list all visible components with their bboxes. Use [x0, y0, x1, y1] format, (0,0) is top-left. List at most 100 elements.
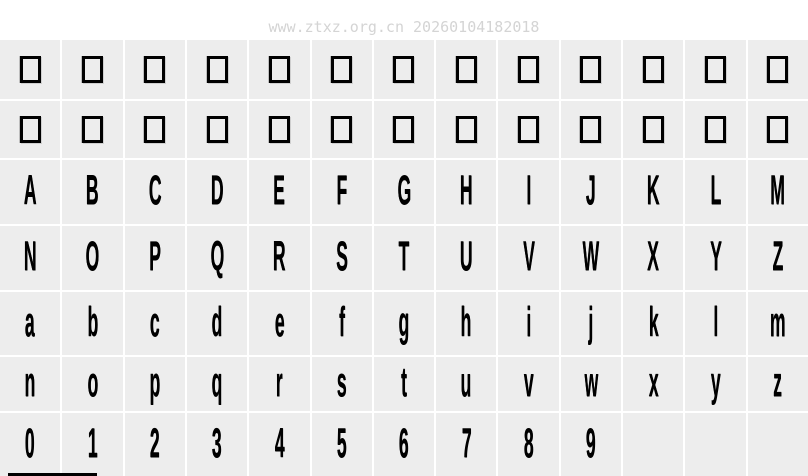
glyph-cell — [685, 101, 746, 158]
glyph-cell: t — [373, 357, 435, 411]
glyph-cell — [373, 40, 435, 99]
glyph-cell: 7 — [436, 413, 497, 476]
notdef-box-glyph — [206, 116, 228, 143]
glyph-cell: X — [623, 226, 684, 290]
glyph-cell: 3 — [186, 413, 248, 476]
glyph-cell: C — [124, 160, 185, 224]
glyph-cell: K — [623, 160, 684, 224]
glyph-char: I — [526, 166, 532, 213]
glyph-cell — [747, 413, 808, 476]
glyph-char: x — [648, 358, 659, 405]
glyph-cell: I — [498, 160, 559, 224]
glyph-cell: 8 — [498, 413, 559, 476]
glyph-char: F — [336, 166, 348, 213]
glyph-char: f — [338, 297, 345, 345]
glyph-char: 4 — [274, 418, 285, 466]
glyph-char: 6 — [399, 418, 409, 466]
glyph-cell — [124, 101, 185, 158]
glyph-cell: x — [623, 357, 684, 411]
glyph-char: S — [335, 232, 348, 279]
glyph-row — [0, 101, 808, 158]
glyph-char: 8 — [523, 418, 534, 466]
glyph-cell — [498, 40, 559, 99]
glyph-cell: m — [747, 292, 808, 355]
glyph-char: U — [459, 232, 473, 279]
glyph-char: D — [210, 166, 224, 213]
glyph-cell: z — [747, 357, 808, 411]
glyph-cell: S — [311, 226, 372, 290]
glyph-char: 3 — [212, 418, 222, 466]
glyph-char: c — [149, 297, 160, 345]
notdef-box-glyph — [144, 56, 166, 83]
notdef-box-glyph — [767, 56, 789, 83]
glyph-cell: k — [623, 292, 684, 355]
notdef-box-glyph — [393, 116, 415, 143]
notdef-box-glyph — [19, 56, 41, 83]
glyph-char: Q — [210, 232, 224, 279]
glyph-char: T — [398, 232, 410, 279]
glyph-row: a b c d e f g h i j k l m — [0, 292, 808, 355]
glyph-char: H — [459, 166, 473, 213]
glyph-char: 5 — [336, 418, 347, 466]
glyph-char: V — [522, 232, 535, 279]
glyph-cell: d — [186, 292, 248, 355]
glyph-cell — [62, 40, 123, 99]
glyph-char: G — [397, 166, 411, 213]
glyph-cell: h — [436, 292, 497, 355]
glyph-char: O — [85, 232, 100, 279]
glyph-cell: R — [249, 226, 310, 290]
glyph-row: 0 1 2 3 4 5 6 7 8 9 — [0, 413, 808, 476]
glyph-cell: 5 — [311, 413, 372, 476]
glyph-cell: 4 — [249, 413, 310, 476]
glyph-cell — [623, 413, 684, 476]
cutoff-glyph-bar — [8, 473, 97, 476]
glyph-cell: j — [560, 292, 622, 355]
glyph-cell: n — [0, 357, 61, 411]
glyph-cell — [186, 40, 248, 99]
glyph-char: b — [87, 297, 98, 345]
glyph-cell: c — [124, 292, 185, 355]
glyph-char: 7 — [461, 418, 472, 466]
glyph-char: X — [647, 232, 660, 279]
glyph-cell: o — [62, 357, 123, 411]
glyph-cell: T — [373, 226, 435, 290]
glyph-cell: A — [0, 160, 61, 224]
glyph-char: m — [769, 297, 786, 345]
glyph-char: v — [523, 358, 534, 405]
notdef-box-glyph — [268, 116, 290, 143]
glyph-char: d — [211, 297, 223, 345]
glyph-cell: b — [62, 292, 123, 355]
glyph-char: W — [582, 232, 600, 279]
notdef-box-glyph — [455, 116, 477, 143]
glyph-cell — [747, 40, 808, 99]
glyph-char: p — [149, 358, 161, 405]
glyph-cell — [249, 101, 310, 158]
watermark-text: www.ztxz.org.cn 20260104182018 — [268, 18, 540, 36]
glyph-cell: F — [311, 160, 372, 224]
glyph-cell: Q — [186, 226, 248, 290]
glyph-char: j — [588, 297, 594, 345]
glyph-cell: r — [249, 357, 310, 411]
glyph-char: Z — [772, 232, 784, 279]
glyph-cell: 2 — [124, 413, 185, 476]
notdef-box-glyph — [518, 116, 540, 143]
glyph-char: 9 — [586, 418, 596, 466]
glyph-char: w — [584, 358, 598, 405]
glyph-cell: U — [436, 226, 497, 290]
glyph-cell: q — [186, 357, 248, 411]
glyph-cell: N — [0, 226, 61, 290]
glyph-cell: M — [747, 160, 808, 224]
glyph-cell — [685, 413, 746, 476]
glyph-cell — [685, 40, 746, 99]
glyph-cell — [436, 40, 497, 99]
glyph-cell: g — [373, 292, 435, 355]
glyph-cell: i — [498, 292, 559, 355]
glyph-char: C — [148, 166, 162, 213]
glyph-char: s — [336, 358, 347, 405]
glyph-cell: a — [0, 292, 61, 355]
notdef-box-glyph — [705, 56, 727, 83]
glyph-cell: B — [62, 160, 123, 224]
glyph-cell: s — [311, 357, 372, 411]
glyph-cell — [436, 101, 497, 158]
glyph-cell: y — [685, 357, 746, 411]
